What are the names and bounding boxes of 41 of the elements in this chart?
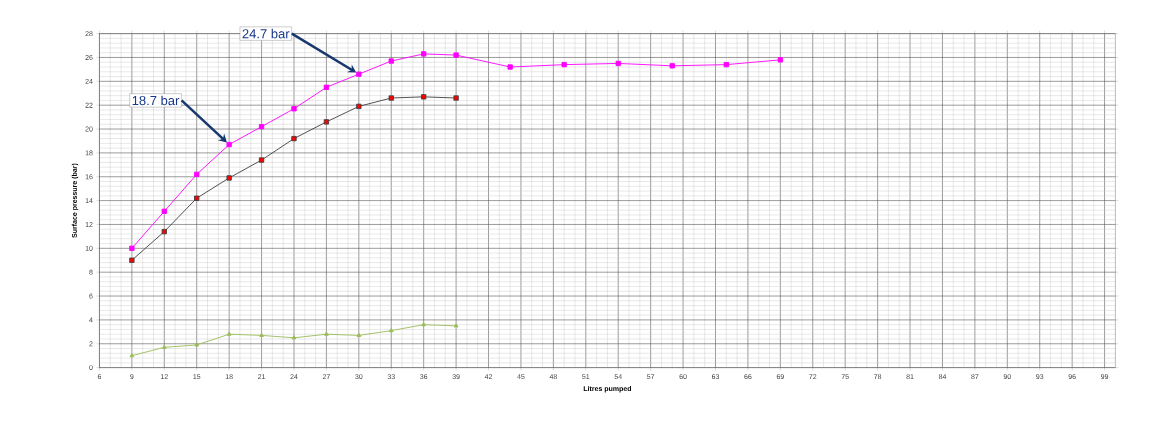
point — [356, 103, 362, 110]
point — [421, 94, 427, 100]
point — [323, 84, 330, 90]
point — [194, 195, 200, 201]
point — [777, 57, 783, 63]
point — [291, 106, 297, 112]
point — [561, 61, 567, 68]
point — [226, 141, 232, 148]
point — [129, 257, 135, 263]
point — [453, 52, 459, 58]
point — [226, 175, 232, 181]
point — [388, 95, 394, 101]
point — [129, 245, 135, 251]
point — [291, 335, 297, 340]
point — [615, 60, 621, 67]
point — [356, 332, 362, 337]
point — [161, 228, 167, 235]
point — [669, 63, 675, 69]
point — [723, 61, 729, 68]
annotation: 18.7 bar — [132, 95, 180, 106]
point — [258, 124, 265, 130]
point — [259, 332, 264, 337]
point — [194, 342, 200, 347]
point — [323, 119, 330, 125]
point — [356, 71, 362, 77]
point — [421, 51, 427, 57]
point — [226, 331, 232, 336]
point — [324, 331, 329, 336]
point — [161, 208, 167, 214]
point — [194, 171, 200, 178]
point — [453, 95, 459, 101]
point — [258, 157, 265, 163]
point — [291, 135, 297, 142]
point — [129, 353, 135, 358]
point — [161, 344, 167, 349]
point — [388, 327, 394, 333]
point — [388, 58, 394, 64]
point — [507, 64, 513, 70]
point — [453, 323, 459, 328]
annotation: 24.7 bar — [242, 28, 290, 39]
point — [421, 322, 427, 327]
